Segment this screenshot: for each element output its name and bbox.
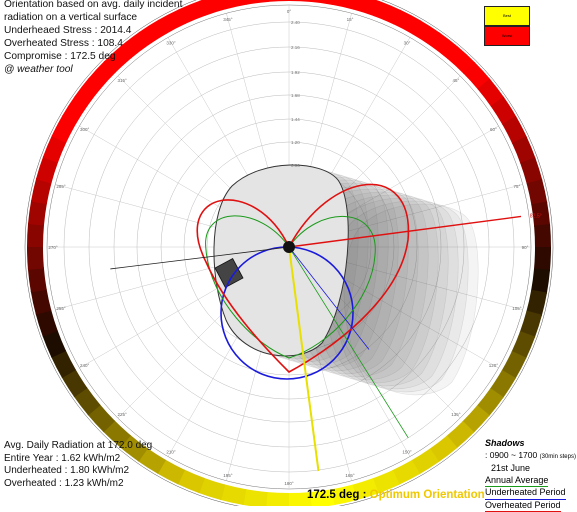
ring-value-label: 1.20 [291,140,300,145]
ring-segment [527,179,548,205]
angle-label: 240° [80,363,90,368]
summary-line: radiation on a vertical surface [4,11,182,24]
ring-value-label: 1.44 [291,117,300,122]
ring-segment [534,247,551,271]
summary-line: Orientation based on avg. daily incident [4,0,182,11]
angle-label: 210° [166,449,176,454]
angle-label: 135° [451,412,461,417]
angle-label: 285° [56,184,66,189]
angle-label: 315° [117,78,127,83]
shadow-legend: Shadows : 0900 ~ 1700 (30min steps) 21st… [485,438,576,512]
radiation-line: Entire Year : 1.62 kWh/m2 [4,453,152,466]
ring-segment [27,246,44,270]
optimum-label: Optimum Orientation [370,489,485,501]
ring-segment [289,0,313,2]
ring-segment [266,0,290,2]
optimum-value: 172.5 deg [307,489,359,501]
angle-label: 270° [48,245,58,250]
shadows-time-step: (30min steps) [540,454,576,460]
angle-label: 300° [80,127,90,132]
summary-line: Overheated Stress : 108.4 [4,37,182,50]
optimum-separator: : [363,489,367,501]
center-point [283,241,295,253]
angle-label: 120° [489,363,499,368]
shadow-cast-area [214,165,478,395]
legend-worst-label: Worst [502,33,512,38]
ring-value-label: 0.96 [291,163,300,168]
shadows-time-range: : 0900 ~ 1700 [485,450,537,460]
angle-label: 15° [347,17,354,22]
summary-line: Compromise : 172.5 deg [4,50,182,63]
ring-segment [221,0,247,9]
ring-segment [27,223,44,247]
optimum-orientation-caption: 172.5 deg : Optimum Orientation [307,489,485,501]
ring-segment [244,0,269,5]
legend-underheated: Underheated Period [485,487,566,500]
angle-label: 180° [284,481,294,486]
legend-worst-swatch: Worst [484,26,530,46]
summary-line: @ weather tool [4,63,182,76]
ring-value-label: 1.92 [291,70,300,75]
angle-label: 345° [223,17,233,22]
shadows-time: : 0900 ~ 1700 (30min steps) [485,450,576,464]
ring-value-label: 2.40 [291,20,300,25]
angle-label: 30° [404,41,411,46]
ring-segment [28,200,47,225]
angle-label: 45° [452,78,459,83]
angle-label: 255° [56,306,66,311]
angle-label: 0° [287,9,292,14]
ring-segment [28,267,47,292]
legend-best-swatch: Best [484,6,530,26]
ring-segment [242,489,267,506]
angle-label: 165° [345,473,355,478]
summary-line: Underheaed Stress : 2014.4 [4,24,182,37]
ring-segment [534,224,551,248]
radiation-line: Overheated : 1.23 kWh/m2 [4,478,152,491]
angle-label: 75° [514,184,521,189]
ring-segment [265,492,289,506]
angle-label: 105° [512,306,522,311]
radiation-line: Avg. Daily Radiation at 172.0 deg [4,440,152,453]
angle-label: 150° [402,449,412,454]
angle-label: 60° [490,127,497,132]
summary-text-block: Orientation based on avg. daily incident… [4,0,182,76]
legend-annual-average: Annual Average [485,475,548,488]
legend-best-label: Best [503,13,511,18]
radiation-line: Underheated : 1.80 kWh/m2 [4,465,152,478]
angle-label: 225° [117,412,127,417]
shadow-layer [344,204,478,395]
ring-value-label: 2.16 [291,45,300,50]
shadows-title: Shadows [485,438,576,450]
ring-segment [531,268,550,293]
angle-label: 195° [223,473,233,478]
ring-value-label: 1.68 [291,93,300,98]
shadows-date: 21st June [485,463,576,475]
radiation-text-block: Avg. Daily Radiation at 172.0 deg Entire… [4,440,152,490]
ring-segment [31,288,52,314]
angle-label: 90° [522,245,529,250]
highlight-angle-label: 82.5° [530,213,542,219]
